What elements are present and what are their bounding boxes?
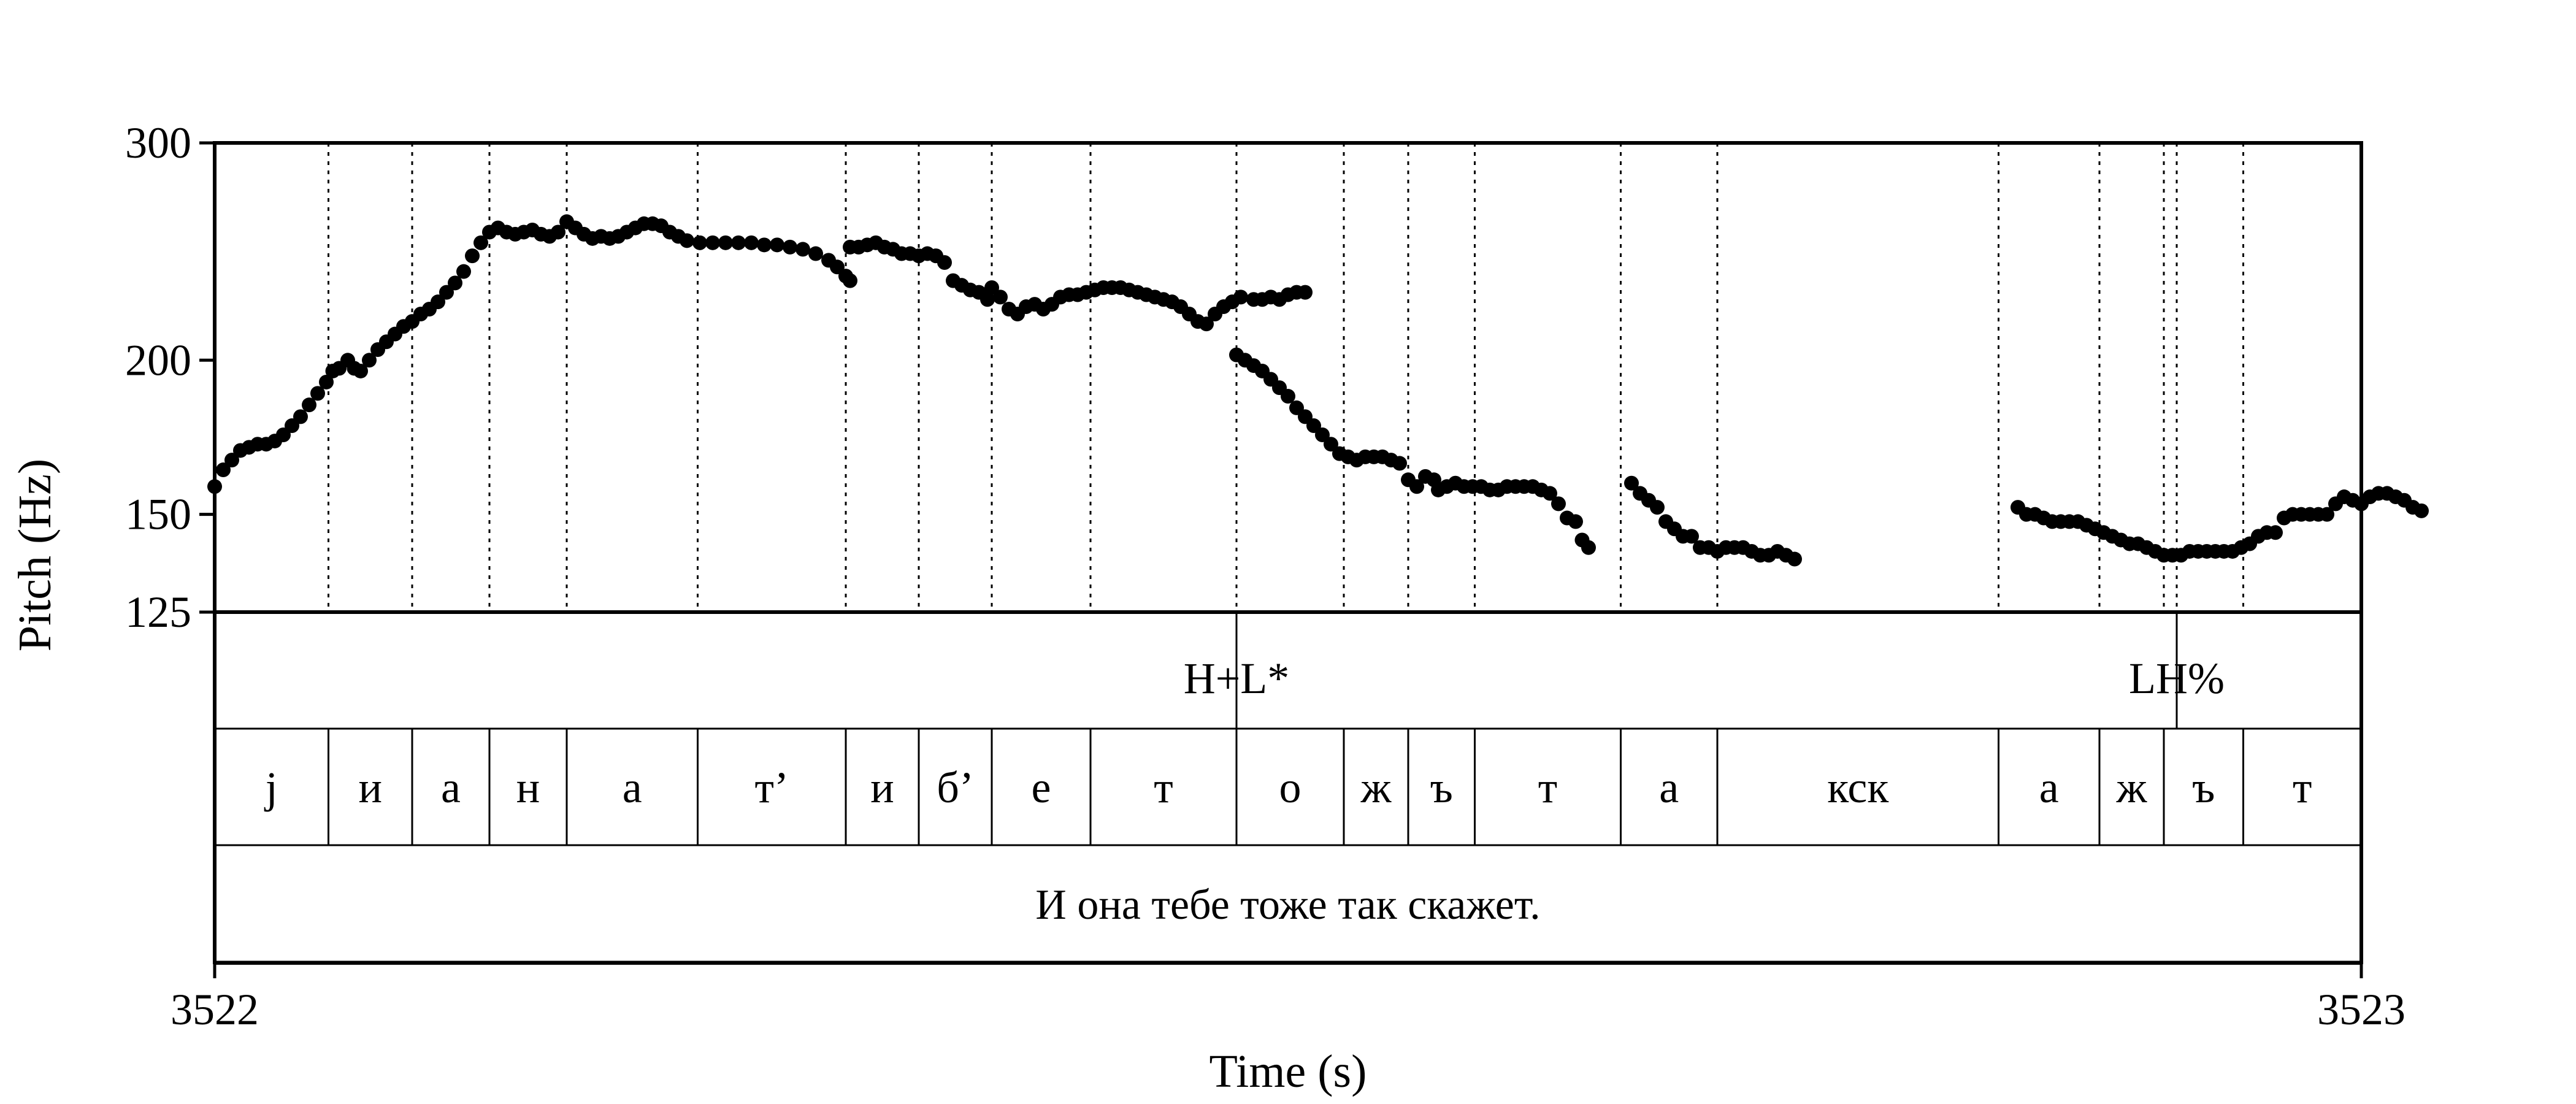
pitch-point xyxy=(2268,525,2283,540)
pitch-point xyxy=(353,363,368,378)
x-tick-label-end: 3523 xyxy=(2317,985,2405,1034)
pitch-point xyxy=(744,235,759,250)
segment-label: б’ xyxy=(937,763,974,812)
pitch-points xyxy=(207,214,2429,567)
x-axis-title: Time (s) xyxy=(1209,1046,1367,1097)
pitch-point xyxy=(224,453,239,468)
y-axis-ticks: 125 150 200 300 xyxy=(125,118,215,637)
pitch-point xyxy=(1650,500,1665,515)
y-tick-label: 150 xyxy=(125,490,191,539)
pitch-point xyxy=(680,233,694,248)
pitch-point xyxy=(1199,316,1214,332)
pitch-point xyxy=(551,224,565,240)
pitch-point xyxy=(1551,496,1566,512)
pitch-point xyxy=(207,479,222,494)
pitch-point xyxy=(731,235,746,250)
pitch-point xyxy=(302,397,316,413)
pitch-point xyxy=(2414,503,2429,518)
segment-label: кск xyxy=(1827,763,1889,812)
pitch-point xyxy=(465,248,480,264)
pitch-point xyxy=(757,237,772,253)
pitch-point xyxy=(984,280,999,295)
segment-label: а xyxy=(2039,763,2059,812)
segment-label: т xyxy=(2293,763,2312,812)
segment-label: т xyxy=(1154,763,1173,812)
segment-label: ъ xyxy=(1430,763,1453,812)
pitch-point xyxy=(319,374,334,389)
pitch-point xyxy=(216,462,231,478)
pitch-point xyxy=(1624,475,1639,491)
segment-label: ж xyxy=(1360,763,1392,812)
segment-label: т xyxy=(1538,763,1557,812)
tone-label: LH% xyxy=(2129,654,2225,703)
pitch-point xyxy=(1281,389,1295,404)
pitch-point xyxy=(937,255,952,270)
pitch-point xyxy=(770,237,784,253)
pitch-point xyxy=(1581,540,1596,555)
segment-label: j xyxy=(264,763,278,812)
pitch-point xyxy=(718,235,733,250)
pitch-point xyxy=(293,409,308,424)
pitch-point xyxy=(448,275,462,291)
pitch-panel-frame xyxy=(213,141,2363,614)
pitch-point xyxy=(1684,529,1699,544)
tone-label: H+L* xyxy=(1184,654,1290,703)
pitch-point xyxy=(980,292,995,307)
sentence-transcription: И она тебе тоже так скажет. xyxy=(1035,881,1540,929)
segment-label: ж xyxy=(2116,763,2148,812)
pitch-point xyxy=(783,239,797,255)
pitch-point xyxy=(795,242,810,257)
pitch-point xyxy=(843,273,857,288)
pitch-point xyxy=(1568,514,1583,529)
pitch-point xyxy=(1409,479,1424,494)
segment-tier: j и а н а т’ и б’ е т о ж ъ т а кск а ж ъ т xyxy=(264,763,2312,812)
segment-label: ъ xyxy=(2192,763,2215,812)
pitch-point xyxy=(1324,437,1338,452)
tone-tier: H+L* LH% xyxy=(1184,143,2225,729)
segment-label: а xyxy=(1659,763,1679,812)
pitch-point xyxy=(439,285,454,300)
pitch-point xyxy=(692,235,707,250)
pitch-point xyxy=(1298,285,1313,300)
y-tick-label: 200 xyxy=(125,335,191,385)
segment-label: т’ xyxy=(755,763,789,812)
segment-label: и xyxy=(358,763,382,812)
y-tick-label: 300 xyxy=(125,118,191,167)
pitch-point xyxy=(993,289,1008,305)
segment-label: и xyxy=(870,763,894,812)
pitch-point xyxy=(705,235,720,250)
pitch-point xyxy=(456,264,471,279)
pitch-point xyxy=(473,235,488,250)
x-tick-label-start: 3522 xyxy=(171,985,259,1034)
y-tick-label: 125 xyxy=(125,588,191,637)
pitch-point xyxy=(431,294,445,310)
pitch-point xyxy=(310,386,325,401)
segment-label: а xyxy=(441,763,461,812)
pitch-point xyxy=(2320,507,2334,522)
pitch-point xyxy=(808,246,823,261)
segment-boundaries xyxy=(328,143,2244,845)
segment-label: н xyxy=(516,763,540,812)
pitch-point xyxy=(1543,486,1557,501)
segment-label: а xyxy=(623,763,642,812)
y-axis-title: Pitch (Hz) xyxy=(9,459,61,651)
pitch-point xyxy=(1787,551,1802,567)
pitch-point xyxy=(1392,456,1407,471)
pitch-point xyxy=(362,353,377,368)
segment-label: е xyxy=(1032,763,1051,812)
pitch-point xyxy=(1315,427,1330,442)
segment-label: о xyxy=(1279,763,1301,812)
